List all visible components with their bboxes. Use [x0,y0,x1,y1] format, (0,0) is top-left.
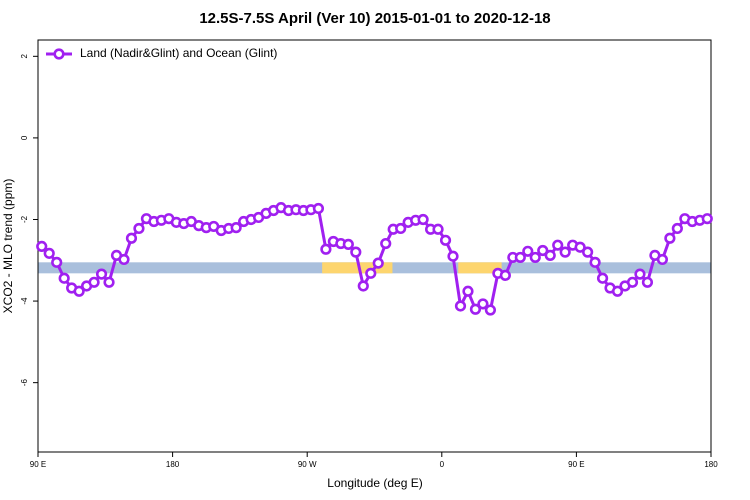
plot-frame [37,39,712,453]
point [477,298,489,310]
point [58,272,70,284]
point [320,243,332,255]
point [574,241,586,253]
land-region [322,262,393,274]
point [589,256,601,268]
point [417,213,429,226]
point [350,246,362,258]
legend-label: Land (Nadir&Glint) and Ocean (Glint) [80,46,277,60]
point [484,304,497,316]
point [432,223,444,235]
y-tick-label: -4 [20,297,29,305]
point [73,285,85,297]
point [552,239,564,251]
point [664,232,676,244]
point [522,245,534,257]
point [671,222,683,235]
point [365,267,377,279]
point [641,276,654,288]
x-tick-label: 90 W [298,460,317,469]
point [342,238,354,250]
point [43,247,55,259]
point [118,253,130,266]
point [395,222,407,235]
point [447,250,459,262]
point [454,300,467,312]
point [133,222,145,235]
y-tick-label: 2 [20,54,29,59]
point [357,280,369,292]
x-tick-label: 180 [704,460,718,469]
point [611,285,624,297]
point [36,240,48,253]
point [380,237,392,250]
point [439,234,452,246]
point [312,202,325,215]
y-tick-label: -2 [20,215,29,223]
chart-title: 12.5S-7.5S April (Ver 10) 2015-01-01 to … [199,10,550,27]
x-tick-label: 180 [166,460,180,469]
point [537,244,549,257]
point [103,276,115,288]
point [462,285,474,297]
point [499,269,511,281]
point [529,251,541,264]
point [125,232,138,244]
series-line [40,206,708,313]
point [634,268,646,280]
x-axis-label: Longitude (deg E) [327,476,422,490]
point [544,249,556,261]
y-tick-label: -6 [20,379,29,387]
point [559,246,571,258]
point [701,213,713,225]
point [626,276,639,288]
y-tick-label: 0 [20,135,29,140]
x-tick-label: 0 [440,460,445,469]
land-region [458,262,502,274]
point [656,253,668,266]
point [372,257,384,269]
point [51,256,63,268]
point [230,222,242,234]
point [95,268,108,280]
point [596,272,609,284]
x-tick-label: 90 E [568,460,584,469]
x-tick-label: 90 E [30,460,46,469]
point [469,303,482,315]
legend-marker [53,48,65,60]
point [514,251,526,264]
point [582,246,594,258]
point [88,276,100,288]
y-axis-label: XCO2 - MLO trend (ppm) [1,179,15,314]
